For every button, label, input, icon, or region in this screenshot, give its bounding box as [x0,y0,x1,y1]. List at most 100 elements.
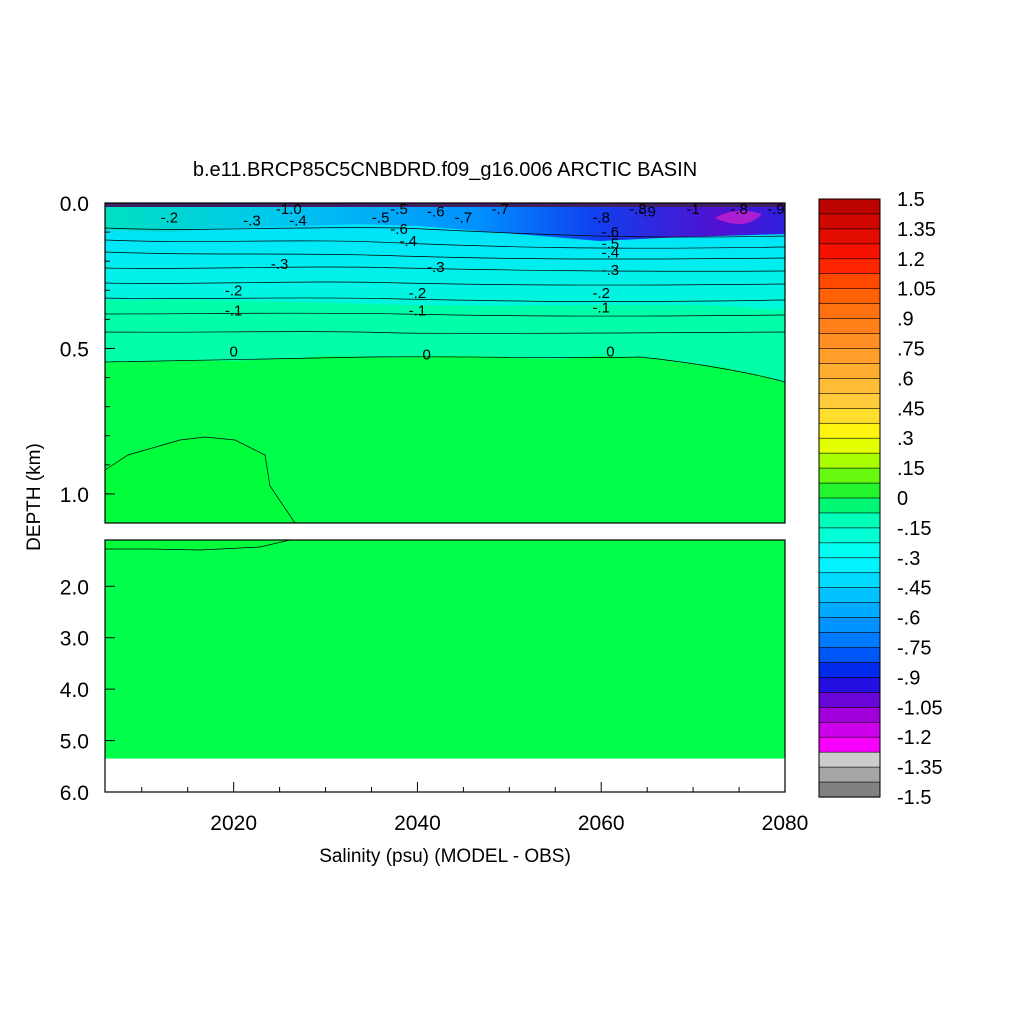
contour-label: -.5 [390,201,408,218]
contour-label: -.5 [372,210,390,227]
upper-contour-lines [105,227,785,523]
contour-label: -.6 [602,224,620,241]
contour-label: -.4 [399,233,417,250]
colorbar-band [818,781,881,798]
colorbar-tick-label: 0 [897,488,908,510]
contour-labels: -.2 -.3-1.0-.4-.3-.5-.5-.6-.4-.6 -.7-.7-.3… [161,201,785,363]
contour-label: -1 [686,201,699,218]
y-tick-label: 0.0 [60,193,89,216]
colorbar-band [818,647,881,664]
contour-label: -1.0 [276,201,302,218]
contour-label: -.9 [767,201,785,218]
colorbar-band [818,393,881,409]
colorbar-band [818,288,881,305]
colorbar-band [818,751,881,768]
contour-label: -.1 [592,300,610,317]
lower-panel [105,540,785,792]
colorbar-band [818,303,881,320]
colorbar-band [818,363,881,380]
colorbar-tick-label: -1.5 [897,787,931,809]
colorbar-band [818,273,881,290]
y-tick-label: 5.0 [60,731,89,754]
colorbar-tick-label: -.45 [897,578,931,600]
colorbar-band [818,632,881,649]
deep-layer-region [105,437,295,523]
colorbar-tick-label: .3 [897,428,914,450]
x-tick-label: 2080 [762,812,809,835]
colorbar-tick-label: .9 [897,309,914,331]
contour-label: -.2 [161,210,179,227]
colorbar-band [818,736,881,753]
contour-label: -.9 [638,204,656,221]
x-tick-label: 2060 [578,812,625,835]
y-tick-label: 3.0 [60,628,89,651]
strong-anomaly-region [715,210,762,225]
colorbar-band [818,692,881,708]
colorbar-band [818,617,881,634]
y-axis-lower: 2.0 3.0 4.0 5.0 6.0 [60,576,115,805]
colorbar-tick-label: .75 [897,339,925,361]
colorbar-band [818,587,881,604]
colorbar-band [818,512,881,529]
contour-label: -.6 [390,221,408,238]
contour-label: -.8 [730,201,748,218]
contour-label: -.4 [289,212,307,229]
colorbar-band [818,258,881,275]
colorbar-band [818,467,881,484]
colorbar-tick-label: 1.2 [897,249,925,271]
contour-label: -.8 [629,201,647,218]
colorbar-tick-label: -.9 [897,667,920,689]
lower-panel-background [105,540,785,759]
colorbar-band [818,452,881,469]
colorbar-tick-label: .15 [897,458,925,480]
colorbar-tick-label: -1.35 [897,757,943,779]
no-data-region [105,758,785,792]
colorbar-band [818,318,881,335]
colorbar-band [818,243,881,260]
colorbar-band [818,213,881,230]
contour-label: -.5 [602,236,620,253]
chart-title: b.e11.BRCP85C5CNBDRD.f09_g16.006 ARCTIC … [193,159,697,181]
colorbar-band [818,228,881,245]
contour-label: -.3 [243,212,261,229]
colorbar-band [818,766,881,783]
colorbar-band [818,602,881,619]
colorbar-band [818,198,881,215]
lower-panel-frame [104,539,786,793]
colorbar-tick-label: -.6 [897,608,920,630]
contour-label: -.3 [427,259,445,276]
upper-panel-frame [104,202,786,524]
contour-label: -.3 [602,262,620,279]
colorbar-tick-label: -.75 [897,638,931,660]
y-tick-label: 6.0 [60,782,89,805]
colorbar-tick-label: -1.2 [897,727,931,749]
colorbar-band [818,407,881,424]
colorbar-tick-label: .45 [897,398,925,420]
x-axis: 2020 2040 2060 2080 [141,782,809,835]
colorbar-band [818,497,881,514]
y-tick-label: 2.0 [60,576,89,599]
contour-label: -.2 [592,285,610,302]
contour-label: 0 [229,343,237,360]
y-axis-upper: 0.0 0.5 1.0 [60,193,115,524]
contour-label: -.2 [409,285,427,302]
colorbar-band [818,422,881,439]
colorbar-tick-label: -1.05 [897,697,943,719]
colorbar-band [818,557,881,574]
colorbar-band [818,542,881,559]
colorbar-tick-label: 1.5 [897,189,925,211]
colorbar: 1.5 1.35 1.2 1.05 .9 .75 .6 .45 .3 .15 0 -.15 -.3 -.4… [818,189,943,809]
colorbar-band [818,706,881,723]
colorbar-band [818,677,881,693]
contour-label: -.2 [225,282,243,299]
colorbar-band [818,527,881,544]
colorbar-band [818,437,881,454]
colorbar-tick-label: 1.05 [897,279,936,301]
colorbar-band [818,662,881,679]
lower-contour-line [105,540,291,551]
contour-label: -.4 [602,244,620,261]
y-tick-label: 1.0 [60,484,89,507]
x-tick-label: 2040 [394,812,441,835]
upper-panel [105,203,785,523]
